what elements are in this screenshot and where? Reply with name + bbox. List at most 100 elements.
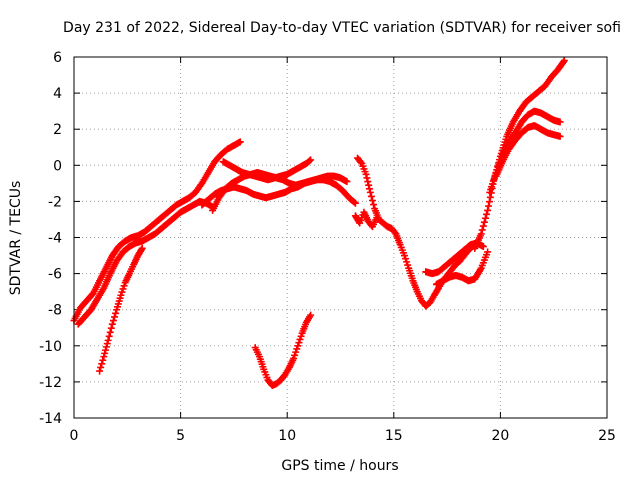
y-tick-label: -14 xyxy=(39,411,62,427)
data-point xyxy=(477,230,485,238)
data-point xyxy=(117,291,125,299)
data-point xyxy=(485,198,493,206)
data-point xyxy=(365,181,373,189)
data-point xyxy=(556,118,564,126)
data-point xyxy=(560,57,568,65)
data-point xyxy=(297,332,305,340)
data-point xyxy=(364,178,372,186)
data-point xyxy=(294,342,302,350)
y-tick-label: -2 xyxy=(48,194,62,210)
data-point xyxy=(484,206,492,214)
data-point xyxy=(370,201,378,209)
data-point xyxy=(343,178,351,186)
data-point xyxy=(137,246,145,254)
y-tick-label: 0 xyxy=(53,158,62,174)
data-point xyxy=(112,309,120,317)
data-point xyxy=(97,363,105,371)
y-tick-label: 6 xyxy=(53,50,62,66)
y-tick-label: 2 xyxy=(53,122,62,138)
series-track-a-left-upper xyxy=(70,138,244,325)
data-point xyxy=(403,258,411,266)
data-point xyxy=(478,226,486,234)
series-track-l-right-mid xyxy=(486,107,564,196)
data-point xyxy=(236,138,244,146)
x-axis-label: GPS time / hours xyxy=(281,458,398,474)
series-track-h-post-13 xyxy=(354,154,481,310)
data-point xyxy=(402,255,410,263)
data-point xyxy=(367,192,375,200)
y-tick-label: -8 xyxy=(48,303,62,319)
data-point xyxy=(100,353,108,361)
data-point xyxy=(296,335,304,343)
data-point xyxy=(362,170,370,178)
data-point xyxy=(365,185,373,193)
data-point xyxy=(483,210,491,218)
data-point xyxy=(292,348,300,356)
data-point xyxy=(357,158,365,166)
data-point xyxy=(96,367,104,375)
data-point xyxy=(391,229,399,237)
data-point xyxy=(109,317,117,325)
data-point xyxy=(103,340,111,348)
data-point xyxy=(290,354,298,362)
data-point xyxy=(404,261,412,269)
data-point xyxy=(368,196,376,204)
data-point xyxy=(559,58,567,66)
data-point xyxy=(480,218,488,226)
y-tick-label: -4 xyxy=(48,231,62,247)
series-track-c-steep-rise xyxy=(96,244,146,375)
data-point xyxy=(106,328,114,336)
data-point xyxy=(291,351,299,359)
data-point xyxy=(105,332,113,340)
data-point xyxy=(479,222,487,230)
series-track-k-right-rise xyxy=(471,57,568,252)
data-point xyxy=(119,285,127,293)
data-point xyxy=(107,324,115,332)
y-tick-label: -10 xyxy=(39,339,62,355)
data-point xyxy=(98,360,106,368)
data-point xyxy=(108,320,116,328)
data-point xyxy=(295,339,303,347)
data-point xyxy=(351,199,359,207)
data-point xyxy=(120,282,128,290)
data-point xyxy=(102,346,110,354)
x-tick-label: 10 xyxy=(278,428,296,444)
x-tick-label: 25 xyxy=(598,428,616,444)
data-point xyxy=(104,336,112,344)
x-tick-label: 15 xyxy=(385,428,403,444)
chart-title: Day 231 of 2022, Sidereal Day-to-day VTE… xyxy=(63,20,621,36)
data-point xyxy=(479,243,487,251)
series-track-b-left-lower xyxy=(74,197,217,328)
data-point xyxy=(556,132,564,140)
series-track-j-valley-lower xyxy=(432,248,492,288)
data-point xyxy=(99,356,107,364)
data-point xyxy=(481,214,489,222)
series-track-n-noise-13 xyxy=(351,208,381,231)
y-axis-label: SDTVAR / TECUs xyxy=(8,181,24,296)
data-point xyxy=(363,174,371,182)
y-tick-label: -6 xyxy=(48,267,62,283)
series-track-f-mid-peak xyxy=(219,156,315,184)
data-point xyxy=(400,252,408,260)
x-tick-label: 5 xyxy=(176,428,185,444)
data-point xyxy=(484,248,492,256)
data-point xyxy=(293,345,301,353)
series-track-m-right-lower xyxy=(492,122,564,180)
grid xyxy=(74,57,607,418)
series-track-g-low-dip xyxy=(251,311,315,390)
y-tick-label: -12 xyxy=(39,375,62,391)
data-point xyxy=(102,343,110,351)
data-point xyxy=(138,244,146,252)
data-point xyxy=(307,311,315,319)
data-point xyxy=(307,156,315,164)
data-point xyxy=(111,313,119,321)
data-point xyxy=(101,349,109,357)
data-point xyxy=(306,157,314,165)
axis-ticks: 0 5 10 15 20 25 -14 -12 -10 -8 -6 -4 -2 0 2 4 6 xyxy=(39,50,616,444)
data-point xyxy=(366,188,374,196)
x-tick-label: 0 xyxy=(70,428,79,444)
data-point xyxy=(373,214,381,222)
data-point xyxy=(118,288,126,296)
data-point xyxy=(485,202,493,210)
